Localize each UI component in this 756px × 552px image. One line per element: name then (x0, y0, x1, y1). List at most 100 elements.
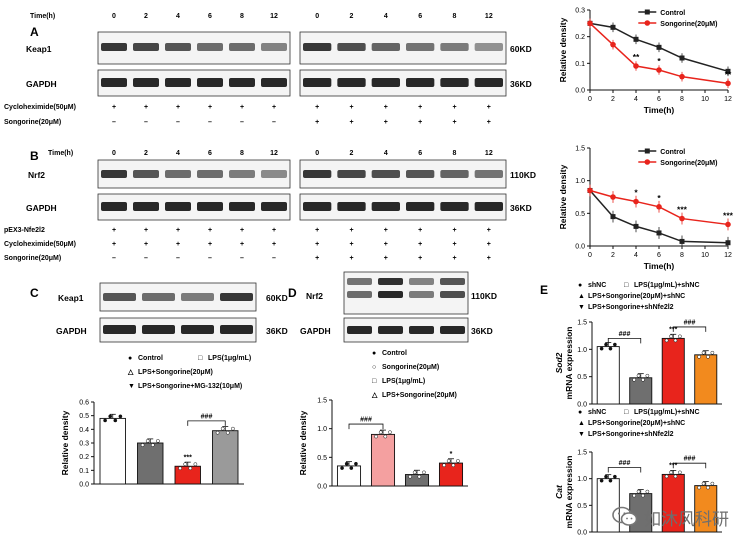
nrf2-band (261, 170, 287, 178)
treatment-sign: + (349, 227, 353, 234)
legend-marker: □ (198, 355, 203, 362)
series-line (589, 22, 729, 73)
panel-d-band1-label: Nrf2 (306, 291, 323, 301)
legend-marker: ● (578, 409, 582, 416)
y-axis-label: mRNA expression (564, 327, 574, 400)
panel-e-cat-chart: 0.00.51.01.5***######Cat mRNA expression (554, 450, 722, 537)
y-tick-label: 0.5 (317, 455, 327, 462)
legend-label: LPS+Songorine+MG-132(10μM) (138, 383, 242, 390)
replicate-point (140, 443, 145, 447)
replicate-point (636, 489, 641, 494)
legend-label: LPS+Songorine(20μM)+shNC (588, 420, 685, 427)
bar (661, 337, 685, 405)
time-tick-label: 2 (144, 150, 148, 157)
significance-stars: *** (723, 210, 734, 220)
x-tick-label: 2 (611, 96, 615, 103)
replicate-point (188, 466, 193, 471)
gapdh-band (440, 78, 469, 87)
treatment-sign: + (112, 104, 116, 111)
panel-a-keap1-blot-right (299, 31, 507, 65)
replicate-point (344, 461, 349, 466)
legend-label: LPS(1μg/mL) (208, 355, 251, 362)
time-tick-label: 8 (453, 13, 457, 20)
gapdh-band (371, 78, 400, 87)
y-tick-label: 0.0 (575, 244, 585, 251)
time-tick-label: 2 (350, 150, 354, 157)
keap1-band (220, 293, 253, 301)
time-tick-label: 8 (240, 13, 244, 20)
y-tick-label: 1.5 (577, 450, 587, 457)
keap1-band (440, 43, 469, 51)
keap1-band (406, 43, 435, 51)
replicate-point (349, 466, 354, 470)
bar (596, 346, 620, 405)
time-tick-label: 6 (418, 150, 422, 157)
panel-c-bar-chart: 0.0 0.1 0.2 0.3 0.4 0.5 0.6 *** ### Relative dens… (60, 400, 244, 489)
gapdh-band (133, 78, 159, 87)
time-tick-label: 6 (208, 150, 212, 157)
treatment-sign: + (487, 119, 491, 126)
series-line (589, 189, 729, 244)
replicate-point (599, 346, 604, 351)
x-axis-label: Time(h) (644, 261, 675, 271)
treatment-sign: + (418, 104, 422, 111)
x-tick-label: 6 (657, 252, 661, 259)
gapdh-band (261, 202, 287, 211)
x-tick-label: 6 (657, 96, 661, 103)
treatment-sign: – (208, 119, 212, 126)
y-tick-label: 0.5 (575, 211, 585, 218)
legend-label: shNC (588, 409, 606, 416)
treatment-sign: + (208, 227, 212, 234)
legend-marker: ▼ (578, 431, 585, 438)
panel-e-legend-bottom: ● shNC □ LPS(1μg/mL)+shNC ▲ LPS+Songorine(20μ… (578, 409, 700, 438)
gapdh-band (165, 78, 191, 87)
treatment-sign: – (240, 255, 244, 262)
data-point (679, 215, 685, 222)
y-tick-label: 0.4 (79, 427, 89, 434)
replicate-point (608, 478, 613, 483)
treatment-sign: + (144, 241, 148, 248)
data-point (656, 67, 662, 73)
gapdh-band (197, 202, 223, 211)
replicate-point (706, 355, 710, 359)
legend-marker: □ (372, 378, 377, 385)
panel-a-band2-label: GAPDH (26, 79, 57, 89)
legend-label: Control (660, 10, 685, 17)
time-tick-label: 12 (485, 150, 493, 157)
keap1-band (133, 43, 159, 51)
panel-e-sod2-chart: 0.00.51.01.5***######Sod2 mRNA expression (554, 319, 722, 409)
nrf2-band (406, 170, 435, 178)
gapdh-band (406, 78, 435, 87)
legend-marker: □ (624, 409, 629, 416)
time-tick-label: 2 (350, 13, 354, 20)
significance-bracket (607, 467, 642, 473)
significance-stars: *** (184, 454, 192, 461)
replicate-point (220, 426, 225, 431)
time-tick-label: 0 (315, 13, 319, 20)
replicate-point (383, 434, 388, 439)
y-tick-label: 0.0 (79, 482, 89, 489)
treatment-sign: + (272, 241, 276, 248)
series-line (589, 189, 729, 226)
data-point (725, 80, 731, 87)
gapdh-band (409, 326, 434, 334)
treatment-sign: + (240, 227, 244, 234)
gapdh-band (337, 202, 366, 211)
treatment-row-label: Songorine(20μM) (4, 119, 61, 126)
treatment-sign: + (176, 241, 180, 248)
y-tick-label: 0.3 (79, 441, 89, 448)
panel-a-kd1: 60KD (510, 44, 532, 54)
data-point (587, 20, 593, 27)
nrf2-band (229, 170, 255, 178)
panel-b-band1-label: Nrf2 (28, 170, 45, 180)
nrf2-band (440, 278, 465, 285)
legend-label: Control (382, 350, 407, 357)
time-tick-label: 6 (208, 13, 212, 20)
replicate-point (231, 426, 235, 431)
replicate-point (632, 377, 636, 382)
time-tick-label: 6 (418, 13, 422, 20)
y-tick-label: 1.0 (577, 347, 587, 354)
replicate-point (697, 485, 701, 490)
treatment-sign: + (452, 255, 456, 262)
